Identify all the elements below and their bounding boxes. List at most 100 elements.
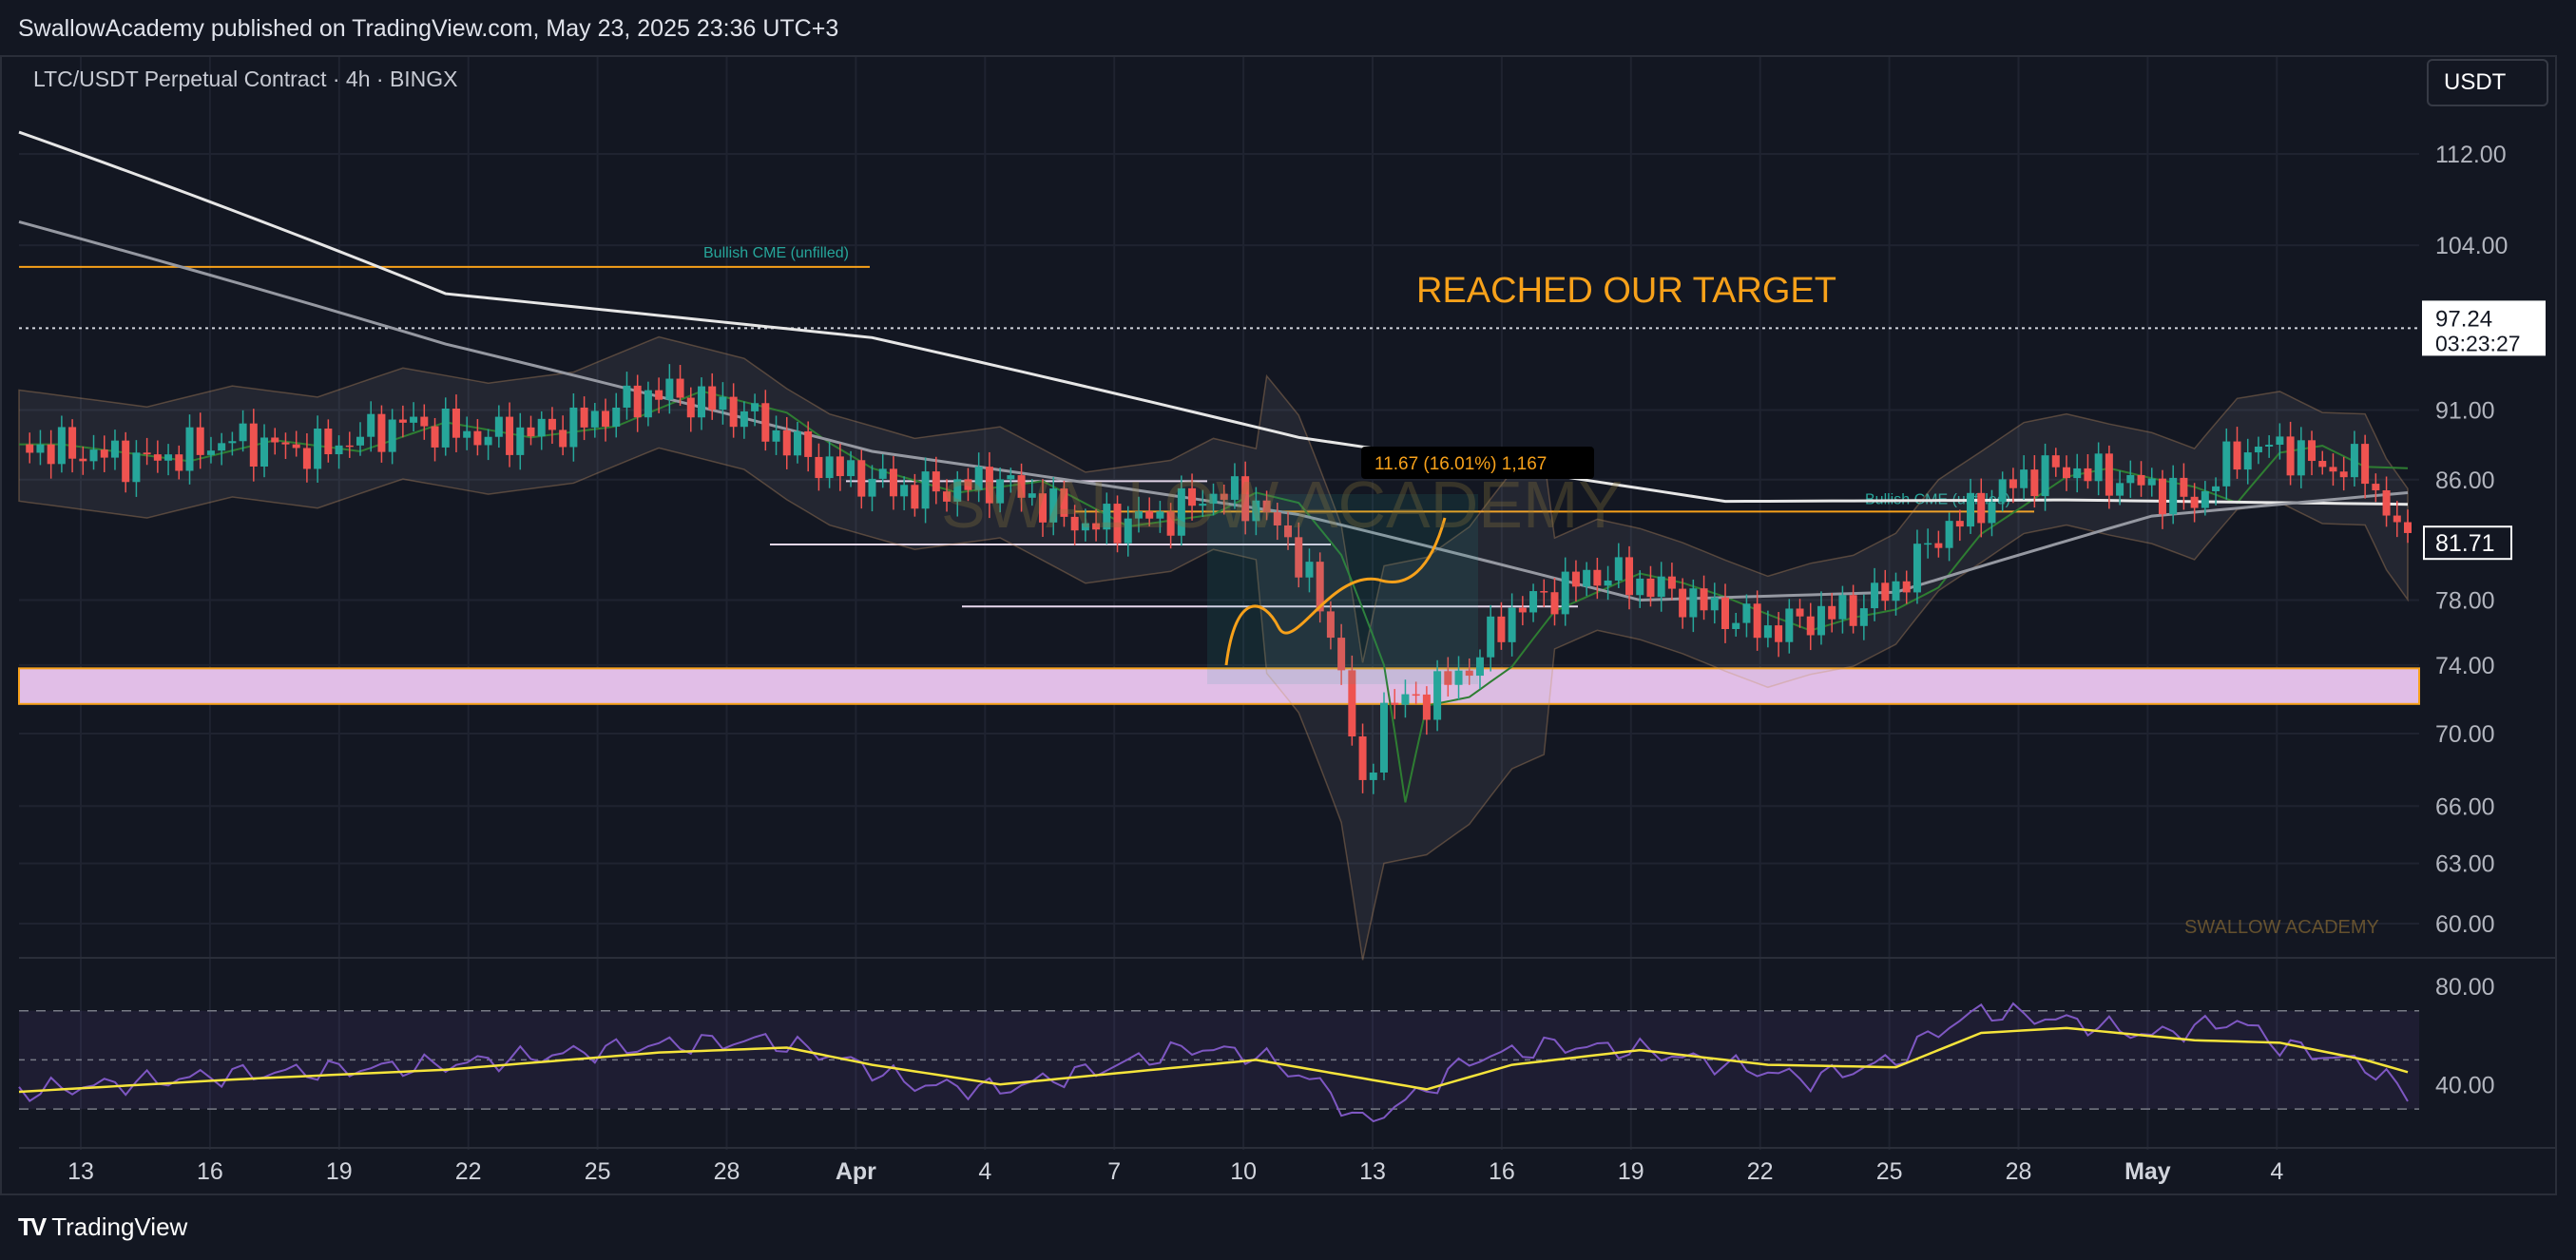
time-tick: 28 [714,1158,740,1185]
candle-body [2051,455,2060,468]
tradingview-logo[interactable]: TV TradingView [18,1212,187,1242]
candle-body [2126,474,2135,484]
price-tick: 74.00 [2435,653,2495,679]
bollinger-band [18,335,2409,961]
candle-body [153,454,162,461]
candle-body [506,416,514,455]
price-tick: 104.00 [2435,233,2508,259]
candle-body [686,397,695,418]
candle-body [847,460,855,477]
candle-body [164,454,173,461]
candle-body [175,454,183,471]
candle-body [1646,578,1655,598]
candle-body [2286,436,2295,476]
candle-body [377,413,386,452]
candle-body [985,467,993,504]
symbol-title[interactable]: LTC/USDT Perpetual Contract · 4h · BINGX [33,67,458,91]
countdown-label [2422,300,2546,356]
candle-body [729,396,738,428]
candle-body [218,443,226,451]
candle-body [590,410,599,428]
candle-body [2009,479,2017,488]
candle-body [1316,562,1324,612]
candle-body [1273,512,1281,525]
candle-body [1785,608,1794,642]
candle-body [1188,487,1197,506]
candle-body [1955,521,1964,527]
candle-body [302,448,311,469]
candle-body [1070,516,1079,531]
candle-body [1977,492,1986,524]
candle-body [1199,504,1207,506]
candle-body [1871,582,1879,609]
candle-body [782,430,791,456]
candle-body [1028,493,1036,498]
candle-body [953,479,962,502]
rsi-tick: 80.00 [2435,974,2495,1001]
candle-body [110,440,119,458]
candle-body [132,452,141,483]
time-tick: 7 [1107,1158,1121,1185]
candle-body [1497,616,1506,642]
candle-body [623,385,631,408]
candle-body [1945,521,1953,548]
candle-body [2276,436,2284,445]
candle-body [1369,773,1377,780]
candle-body [964,479,972,490]
candle-body [2041,455,2049,497]
candle-body [1124,518,1132,544]
cme-gap-label: Bullish CME (unfilled) [703,245,849,261]
candle-body [1241,476,1250,522]
candle-body [708,386,717,410]
candle-body [1295,537,1303,578]
watermark: SWALLOW ACADEMY [2184,917,2379,938]
tradingview-logo-icon: TV [18,1212,47,1241]
candle-body [2297,440,2305,476]
chart-frame[interactable] [0,55,2557,1195]
candle-body [2212,486,2220,491]
candle-body [2105,453,2113,496]
candle-body [2222,441,2231,487]
time-tick: 28 [2006,1158,2032,1185]
time-tick: 4 [978,1158,991,1185]
time-tick: May [2124,1158,2171,1185]
candle-body [1732,622,1740,630]
candle-body [2243,452,2252,470]
candle-body [410,416,418,423]
candle-body [719,396,727,410]
price-chart[interactable]: 112.00 104.00 91.00 86.00 78.00 74.00 70.00 66.… [0,0,2576,1195]
candle-body [260,437,269,467]
candle-body [463,430,471,438]
candle-body [1113,504,1122,544]
candle-body [1103,504,1111,530]
publish-header: SwallowAcademy published on TradingView.… [0,0,2576,55]
watermark-center: SWALLOW ACADEMY [941,468,1623,542]
candle-body [1433,671,1442,720]
candle-body [1529,591,1538,613]
time-tick: 25 [1876,1158,1903,1185]
price-tick: 91.00 [2435,397,2495,424]
candle-body [1156,511,1164,519]
candle-body [1988,502,1996,524]
candle-body [911,485,919,509]
candle-body [2147,478,2156,486]
last-price-value: 81.71 [2435,530,2495,557]
candle-body [1763,625,1772,639]
candle-body [47,444,55,465]
candle-body [1657,576,1665,598]
candle-body [772,430,780,442]
candle-body [1614,557,1623,581]
candle-body [68,427,77,459]
candle-body [527,427,535,437]
candle-body [2073,468,2082,479]
currency-button[interactable]: USDT [2427,59,2548,106]
candle-body [2404,522,2412,533]
candle-body [292,444,300,449]
candle-body [1934,543,1943,548]
candle-body [569,407,578,448]
candle-body [1380,702,1388,773]
candle-body [2158,478,2166,515]
candle-body [2350,444,2358,478]
candle-body [196,427,204,455]
rsi-tick: 40.00 [2435,1072,2495,1098]
